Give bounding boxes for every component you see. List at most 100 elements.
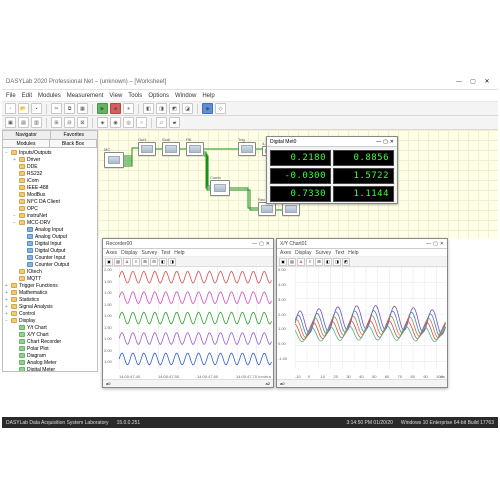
- t2-12-icon[interactable]: ▰: [169, 117, 180, 128]
- copy-icon[interactable]: ⧉: [64, 103, 75, 114]
- xy-tool-8-icon[interactable]: ◩: [342, 258, 350, 266]
- xy-max-icon[interactable]: ▢: [433, 241, 438, 247]
- recorder-menu-help[interactable]: Help: [174, 250, 184, 256]
- menu-view[interactable]: View: [109, 93, 122, 99]
- digimeter-max-icon[interactable]: ▢: [383, 139, 388, 145]
- t2-9-icon[interactable]: ◎: [123, 117, 134, 128]
- menu-window[interactable]: Window: [175, 93, 196, 99]
- recorder-menu-test[interactable]: Test: [161, 250, 170, 256]
- tool-e-icon[interactable]: ◆: [202, 103, 213, 114]
- t2-8-icon[interactable]: ◉: [110, 117, 121, 128]
- rec-tool-4-icon[interactable]: ≡: [132, 258, 140, 266]
- digital-meter-window[interactable]: Digital Met0 — ▢ ✕ 0.21800.8856-0.03001.…: [266, 136, 398, 204]
- block-b3[interactable]: [186, 142, 204, 156]
- rec-tool-3-icon[interactable]: A: [123, 258, 131, 266]
- tree-item[interactable]: X/Y Chart: [5, 331, 95, 338]
- block-b0[interactable]: [104, 152, 124, 168]
- recorder-min-icon[interactable]: —: [252, 241, 257, 247]
- t2-10-icon[interactable]: ○: [136, 117, 147, 128]
- stop-icon[interactable]: ■: [110, 103, 121, 114]
- recorder-menu-display[interactable]: Display: [121, 250, 137, 256]
- minimize-button[interactable]: —: [452, 77, 466, 87]
- tree-item[interactable]: Digital Meter: [5, 366, 95, 372]
- t2-7-icon[interactable]: ◈: [97, 117, 108, 128]
- menu-measurement[interactable]: Measurement: [67, 93, 104, 99]
- xy-tool-7-icon[interactable]: ◨: [333, 258, 341, 266]
- tree-item[interactable]: Y/t Chart: [5, 324, 95, 331]
- xychart-menu-axes[interactable]: Axes: [280, 250, 291, 256]
- xy-tool-3-icon[interactable]: A: [297, 258, 305, 266]
- block-b4[interactable]: [238, 142, 256, 156]
- tree-item[interactable]: Counter Input: [5, 254, 95, 261]
- tree-item[interactable]: +Control: [5, 310, 95, 317]
- xy-tool-1-icon[interactable]: ▣: [279, 258, 287, 266]
- recorder-close-icon[interactable]: ✕: [266, 241, 270, 247]
- tree-item[interactable]: +Mathematics: [5, 289, 95, 296]
- new-icon[interactable]: ▫: [5, 103, 16, 114]
- t2-4-icon[interactable]: ⊞: [51, 117, 62, 128]
- menu-modules[interactable]: Modules: [38, 93, 61, 99]
- digimeter-min-icon[interactable]: —: [376, 139, 381, 145]
- tree-item[interactable]: IEEE-488: [5, 184, 95, 191]
- rec-tool-7-icon[interactable]: ◧: [159, 258, 167, 266]
- xychart-menu-display[interactable]: Display: [295, 250, 311, 256]
- play-icon[interactable]: ▶: [97, 103, 108, 114]
- xychart-menu-help[interactable]: Help: [348, 250, 358, 256]
- menu-options[interactable]: Options: [148, 93, 169, 99]
- xychart-menu-text[interactable]: Text: [335, 250, 344, 256]
- menu-tools[interactable]: Tools: [128, 93, 142, 99]
- xy-tool-5-icon[interactable]: ⊞: [315, 258, 323, 266]
- t2-6-icon[interactable]: ⊠: [77, 117, 88, 128]
- digimeter-close-icon[interactable]: ✕: [390, 139, 394, 145]
- recorder-menu-survey[interactable]: Survey: [142, 250, 158, 256]
- xy-tool-4-icon[interactable]: ≡: [306, 258, 314, 266]
- t2-2-icon[interactable]: ▤: [18, 117, 29, 128]
- menu-help[interactable]: Help: [202, 93, 214, 99]
- tree-item[interactable]: −Inputs/Outputs: [5, 149, 95, 156]
- xy-min-icon[interactable]: —: [426, 241, 431, 247]
- recorder-window[interactable]: Recorder00 — ▢ ✕ AxesDisplaySurveyTestHe…: [102, 238, 274, 388]
- tree-item[interactable]: Digital Input: [5, 240, 95, 247]
- t2-5-icon[interactable]: ⊟: [64, 117, 75, 128]
- open-icon[interactable]: 📂: [18, 103, 29, 114]
- block-b7[interactable]: [210, 180, 230, 196]
- tree-item[interactable]: Analog Meter: [5, 359, 95, 366]
- xychart-menu-survey[interactable]: Survey: [316, 250, 332, 256]
- menu-file[interactable]: File: [6, 93, 16, 99]
- module-tree[interactable]: −Inputs/Outputs+DriverDDERS232iComIEEE-4…: [3, 148, 97, 372]
- rec-tool-5-icon[interactable]: ⊞: [141, 258, 149, 266]
- tool-d-icon[interactable]: ◪: [182, 103, 193, 114]
- t2-11-icon[interactable]: ▱: [156, 117, 167, 128]
- tool-b-icon[interactable]: ◨: [156, 103, 167, 114]
- xy-tool-6-icon[interactable]: ◧: [324, 258, 332, 266]
- tree-item[interactable]: MQTT: [5, 275, 95, 282]
- xychart-plot[interactable]: 5.004.003.002.001.000.00-1.00-1001020304…: [277, 267, 447, 379]
- tree-item[interactable]: RS232: [5, 170, 95, 177]
- xychart-window[interactable]: X/Y Chart01 — ▢ ✕ AxesDisplaySurveyTextH…: [276, 238, 448, 388]
- rec-tool-6-icon[interactable]: ⊟: [150, 258, 158, 266]
- tree-item[interactable]: −MCC-DRV: [5, 219, 95, 226]
- nav-tab-favorites[interactable]: Favorites: [51, 131, 98, 139]
- cut-icon[interactable]: ✂: [51, 103, 62, 114]
- save-icon[interactable]: ▪: [31, 103, 42, 114]
- rec-tool-8-icon[interactable]: ◨: [168, 258, 176, 266]
- tree-item[interactable]: iCom: [5, 177, 95, 184]
- tree-item[interactable]: −instruNet: [5, 212, 95, 219]
- tree-item[interactable]: ModBus: [5, 191, 95, 198]
- block-b2[interactable]: [162, 142, 180, 156]
- tree-item[interactable]: Diagram: [5, 352, 95, 359]
- nav-tab-navigator[interactable]: Navigator: [3, 131, 51, 139]
- tree-item[interactable]: Counter Output: [5, 261, 95, 268]
- tree-item[interactable]: DDE: [5, 163, 95, 170]
- tree-item[interactable]: +Signal Analysis: [5, 303, 95, 310]
- recorder-menu-axes[interactable]: Axes: [106, 250, 117, 256]
- rec-tool-2-icon[interactable]: ▤: [114, 258, 122, 266]
- tree-item[interactable]: Analog Input: [5, 226, 95, 233]
- close-button[interactable]: ✕: [480, 77, 494, 87]
- t2-1-icon[interactable]: ▣: [5, 117, 16, 128]
- maximize-button[interactable]: ▢: [466, 77, 480, 87]
- tree-item[interactable]: +Trigger Functions: [5, 282, 95, 289]
- nav-subtab-blackbox[interactable]: Black Box: [50, 140, 97, 147]
- tree-item[interactable]: OPC: [5, 205, 95, 212]
- recorder-max-icon[interactable]: ▢: [259, 241, 264, 247]
